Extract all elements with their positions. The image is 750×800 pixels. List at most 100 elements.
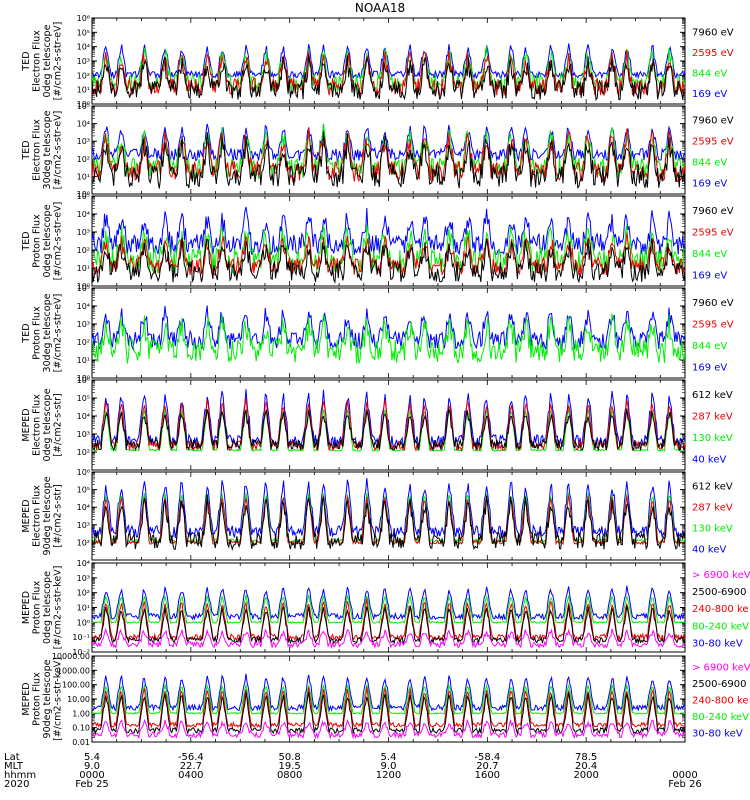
series-line <box>92 718 685 740</box>
series-line <box>92 305 685 351</box>
y-tick-label: 10⁵ <box>77 284 90 293</box>
y-tick-label: 10² <box>77 246 90 255</box>
y-tick-label: 1.00 <box>72 709 90 718</box>
legend-entry: > 6900 keV <box>692 663 750 674</box>
y-axis-label-line: 0deg telescope <box>42 388 53 461</box>
y-tick-label: 10² <box>77 589 90 598</box>
axis-tick-value: 5.4 <box>381 752 397 763</box>
series-line <box>92 127 685 183</box>
axis-tick-value: 20.4 <box>575 761 597 772</box>
legend-entry: 2595 eV <box>692 319 734 330</box>
y-tick-label: 10⁴ <box>77 210 90 219</box>
y-tick-label: 10⁵ <box>77 102 90 111</box>
y-axis-label-line: TED <box>21 51 32 71</box>
axis-tick-value: Feb 25 <box>75 779 109 790</box>
axis-tick-value: 19.5 <box>279 761 301 772</box>
legend-entry: 2595 eV <box>692 137 734 148</box>
legend-entry: 844 eV <box>692 341 727 352</box>
axis-tick-value: 0000 <box>79 770 104 781</box>
y-tick-label: 10⁻² <box>72 648 90 657</box>
y-tick-label: 10⁴ <box>77 412 90 421</box>
axis-tick-value: -58.4 <box>474 752 500 763</box>
legend-entry: 2595 eV <box>692 227 734 238</box>
y-axis-label-line: Electron Flux <box>32 485 43 547</box>
panel-p4: 10⁰ 10¹ 10² 10³ 10⁴ 10⁵ TED Proton Flux 30deg te… <box>21 284 734 383</box>
series-group <box>92 305 685 364</box>
y-axis-label-line: 0deg telescope <box>42 571 53 644</box>
series-group <box>92 43 685 102</box>
axis-tick-value: 9.0 <box>381 761 397 772</box>
legend-entry: 240-800 ke <box>692 604 749 615</box>
y-axis-label-line: [#/cm2-s-str-eV] <box>53 22 64 101</box>
y-axis-label-line: [#/cm2-s-str-keV] <box>53 566 64 650</box>
series-line <box>92 312 685 364</box>
series-line <box>92 478 685 539</box>
series-line <box>92 43 685 80</box>
axis-row-label: hhmm <box>4 770 36 781</box>
axis-tick-value: 78.5 <box>575 752 597 763</box>
y-tick-label: 10⁰ <box>77 190 90 199</box>
legend-entry: 30-80 keV <box>692 638 743 649</box>
y-axis-label-line: MEPED <box>21 408 32 441</box>
y-tick-label: 10⁴ <box>77 43 90 52</box>
y-axis-label-line: Proton Flux <box>32 580 43 634</box>
legend-entry: 844 eV <box>692 249 727 260</box>
y-tick-label: 10³ <box>77 137 90 146</box>
y-tick-label: 0.10 <box>72 724 90 733</box>
y-tick-label: 10¹ <box>77 604 90 613</box>
y-tick-label: 10² <box>77 155 90 164</box>
y-tick-label: 0.01 <box>72 738 90 747</box>
y-tick-label: 10⁵ <box>77 394 90 403</box>
figure-title: NOAA18 <box>355 1 405 15</box>
axis-tick-value: 5.4 <box>84 752 100 763</box>
y-axis-label-line: MEPED <box>21 591 32 624</box>
axis-tick-value: 20.7 <box>476 761 498 772</box>
y-tick-label: 10² <box>77 338 90 347</box>
legend-entry: 7960 eV <box>692 116 734 127</box>
y-axis-label-line: MEPED <box>21 499 32 532</box>
legend-entry: 40 keV <box>692 454 726 465</box>
axis-tick-value: Feb 26 <box>668 779 702 790</box>
panel-p7: 10⁻² 10⁻¹ 10⁰ 10¹ 10² 10³ 10⁴ MEPED Proton Flux 0… <box>21 559 750 657</box>
series-line <box>92 673 685 713</box>
panel-p2: 10⁰ 10¹ 10² 10³ 10⁴ 10⁵ TED Electron Flux 30deg … <box>21 102 734 199</box>
y-tick-label: 10⁶ <box>77 14 90 23</box>
y-tick-label: 10⁴ <box>77 302 90 311</box>
axis-row-label: 2020 <box>4 779 29 790</box>
y-tick-label: 10⁰ <box>77 374 90 383</box>
y-axis-label-line: 30deg telescope <box>42 293 53 372</box>
series-line <box>92 692 685 736</box>
legend-entry: 240-800 ke <box>692 696 749 707</box>
series-line <box>92 594 685 625</box>
y-axis-label-line: TED <box>21 140 32 160</box>
axis-tick-value: 9.0 <box>84 761 100 772</box>
legend-entry: 612 keV <box>692 482 733 493</box>
axis-row-label: Lat <box>4 752 20 763</box>
y-axis-label-line: 0deg telescope <box>42 204 53 277</box>
y-axis-label-line: 0deg telescope <box>42 24 53 97</box>
y-tick-label: 10³ <box>77 521 90 530</box>
axis-tick-value: 0800 <box>277 770 302 781</box>
legend-entry: 80-240 keV <box>692 712 749 723</box>
series-line <box>92 686 685 729</box>
y-tick-label: 10¹ <box>77 264 90 273</box>
series-group <box>92 206 685 284</box>
legend-entry: 40 keV <box>692 545 726 556</box>
legend-entry: 2500-6900 <box>692 679 747 690</box>
y-axis-label-line: TED <box>21 323 32 343</box>
series-line <box>92 54 685 102</box>
legend-entry: 7960 eV <box>692 27 734 38</box>
y-axis-label-line: Proton Flux <box>32 214 43 268</box>
series-line <box>92 494 685 552</box>
y-axis-label-line: [#/cm2-s-str-eV] <box>53 294 64 373</box>
panel-p3: 10⁰ 10¹ 10² 10³ 10⁴ 10⁵ TED Proton Flux 0deg tel… <box>21 192 734 291</box>
y-axis-label-line: [#/cm2-s-str] <box>53 484 64 547</box>
y-tick-label: 1000.00 <box>57 666 90 675</box>
series-group <box>92 673 685 740</box>
axis-tick-value: 22.7 <box>180 761 202 772</box>
y-tick-label: 10³ <box>77 320 90 329</box>
legend-entry: 287 keV <box>692 503 733 514</box>
y-tick-label: 10⁵ <box>77 28 90 37</box>
y-tick-label: 10⁰ <box>77 618 90 627</box>
